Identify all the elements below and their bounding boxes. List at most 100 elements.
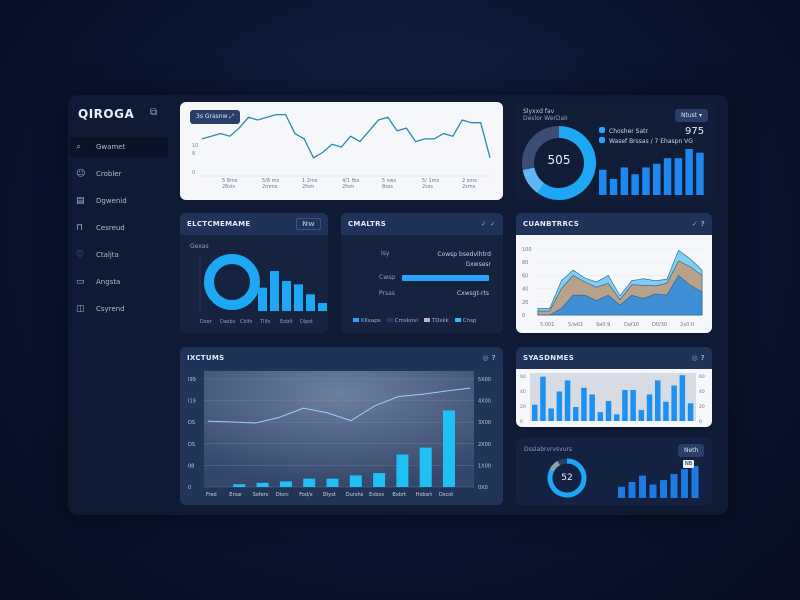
legend-label: Chsp <box>462 318 477 324</box>
y-tick: 10 <box>192 143 198 149</box>
x-tick: Daf10 <box>624 322 639 328</box>
area-series-0 <box>538 274 703 316</box>
bar <box>303 478 316 487</box>
summary-title: Slyxxd fav <box>523 108 555 115</box>
summary-filter-button[interactable]: Ntust ▾ <box>675 109 709 122</box>
bar <box>326 478 339 487</box>
bar <box>605 401 612 421</box>
bar <box>279 481 292 487</box>
card-f-filter-label: Neth <box>684 447 699 454</box>
x-tick: D0/30 <box>652 322 667 328</box>
sidebar-toggle-icon[interactable]: ⧉ <box>150 107 158 118</box>
card-c: CUANBTRRCS ✓ ? 100 80 60 40 20 0 5:001 5/w01 9a0:… <box>516 213 712 333</box>
card-b-row-1-value: Cowsp bsedvlhtrd Gxwsesr <box>437 251 491 268</box>
card-e-tools[interactable]: ◎ ? <box>691 354 705 362</box>
y-tick: 20 <box>522 300 528 306</box>
card-e-title: SYASDNMES <box>523 354 575 362</box>
summary-subtitle: Deslor WerDalr <box>523 115 569 122</box>
card-a-tool-button[interactable]: Nw <box>296 218 321 230</box>
bar <box>687 403 694 421</box>
bar <box>671 385 677 421</box>
card-b-legend-item: Cmskovl <box>386 318 418 324</box>
y-tick: 0 <box>188 485 191 491</box>
y-tick: 8 <box>192 151 195 157</box>
sidebar-item-3[interactable]: ⊓ Cesreud <box>70 218 168 238</box>
sidebar-item-2[interactable]: ▤ Dgwenid <box>70 191 168 211</box>
sidebar-item-label: Ctaljta <box>96 251 119 259</box>
y2-tick: 0 <box>699 419 702 425</box>
card-c-tools[interactable]: ✓ ? <box>691 220 705 228</box>
bar <box>628 482 636 498</box>
card-e-header: SYASDNMES ◎ ? <box>516 347 712 369</box>
y-tick: I99 <box>188 377 196 383</box>
card-e: SYASDNMES ◎ ? 0 0 20 20 40 40 60 60 <box>516 347 712 427</box>
bar <box>663 158 672 195</box>
y-tick: 60 <box>522 273 528 279</box>
sidebar-item-5[interactable]: ▭ Angsta <box>70 272 168 292</box>
summary-donut <box>522 126 596 200</box>
y2-tick: 2X00 <box>478 442 491 448</box>
x-tick: Exblt <box>280 319 293 325</box>
card-b-legend-item: Chsp <box>454 318 477 324</box>
legend-label: Kllxaps <box>361 318 381 324</box>
bar <box>679 375 686 421</box>
donut-segment <box>549 460 561 472</box>
x-tick: 4/1 fbs <box>342 178 360 184</box>
bar <box>642 167 650 195</box>
x-tick: 5/8 ms <box>262 178 280 184</box>
bar <box>696 152 704 195</box>
bar <box>270 271 279 311</box>
x-tick: Durshs <box>346 492 364 498</box>
card-a-header: ELCTCMEMAME Nw <box>180 213 328 235</box>
card-b-legend: Kllxaps Cmskovl TDskk Chsp <box>353 318 476 324</box>
bar <box>663 401 669 421</box>
card-d-tools[interactable]: ◎ ? <box>482 354 496 362</box>
bar <box>306 294 315 311</box>
sidebar-item-4[interactable]: ♡ Ctaljta <box>70 245 168 265</box>
y2-tick: 4X00 <box>478 399 491 405</box>
sidebar-item-6[interactable]: ◫ Csyrend <box>70 299 168 319</box>
bag-icon: ◫ <box>76 304 85 314</box>
x-tick: Bxbrt <box>392 492 406 498</box>
sidebar-item-0[interactable]: ⌕ Gwamet <box>70 137 168 157</box>
card-b-progress-bar <box>402 275 489 281</box>
card-b-header: CMALTRS ✓ ✓ <box>341 213 503 235</box>
y-tick: 08 <box>188 463 194 469</box>
y2-tick: 40 <box>699 389 705 395</box>
card-b-tools[interactable]: ✓ ✓ <box>480 220 496 228</box>
card-f-filter-button[interactable]: Neth <box>678 444 705 457</box>
summary-card: Slyxxd fav Deslor WerDalr Ntust ▾ 505 Ch… <box>515 102 715 200</box>
card-b-row-2-label: Cwsp <box>379 274 396 281</box>
y-tick: 0 <box>192 170 195 176</box>
donut-segment <box>522 126 560 170</box>
legend-label: Cmskovl <box>394 318 418 324</box>
summary-legend-2-label: Wasef Brssas / 7 Ehaspn VG <box>609 138 693 145</box>
card-f-value: 52 <box>561 473 573 483</box>
donut-segment <box>547 458 587 498</box>
x-tick: Ersar <box>229 492 243 498</box>
x-tick: Dscot <box>439 492 453 498</box>
x-tick: Dlpst <box>300 319 313 325</box>
sidebar-item-label: Cesreud <box>96 224 125 232</box>
bar <box>597 412 604 421</box>
y-tick: 40 <box>520 389 526 395</box>
card-c-title: CUANBTRRCS <box>523 220 580 228</box>
sidebar-item-1[interactable]: ☺ Crobler <box>70 164 168 184</box>
card-f-title: Dsslabrvrvsvurs <box>524 446 573 453</box>
sidebar-item-label: Angsta <box>96 278 121 286</box>
document-icon: ▤ <box>76 196 85 206</box>
folder-icon: ▭ <box>76 277 85 287</box>
bar <box>443 410 455 487</box>
bar <box>670 474 678 498</box>
card-a-chart: Dxer Dasbs Cklfs Tllfs Exblt Dlpst <box>199 254 327 325</box>
summary-legend-2: Wasef Brssas / 7 Ehaspn VG <box>599 137 693 145</box>
range-button[interactable]: 3s Grasnw ⤢ <box>190 110 241 124</box>
card-d: IXCTUMS ◎ ? 0 0X0 08 1X00 DS 2X00 DS 3X00 I19 4X00… <box>180 347 503 505</box>
user-icon: ☺ <box>76 169 86 179</box>
y2-tick: 3X00 <box>478 420 491 426</box>
search-icon: ⌕ <box>76 142 82 152</box>
bar <box>609 178 618 195</box>
y2-tick: 20 <box>699 404 705 410</box>
x-tick: 9a0:9 <box>596 322 610 328</box>
